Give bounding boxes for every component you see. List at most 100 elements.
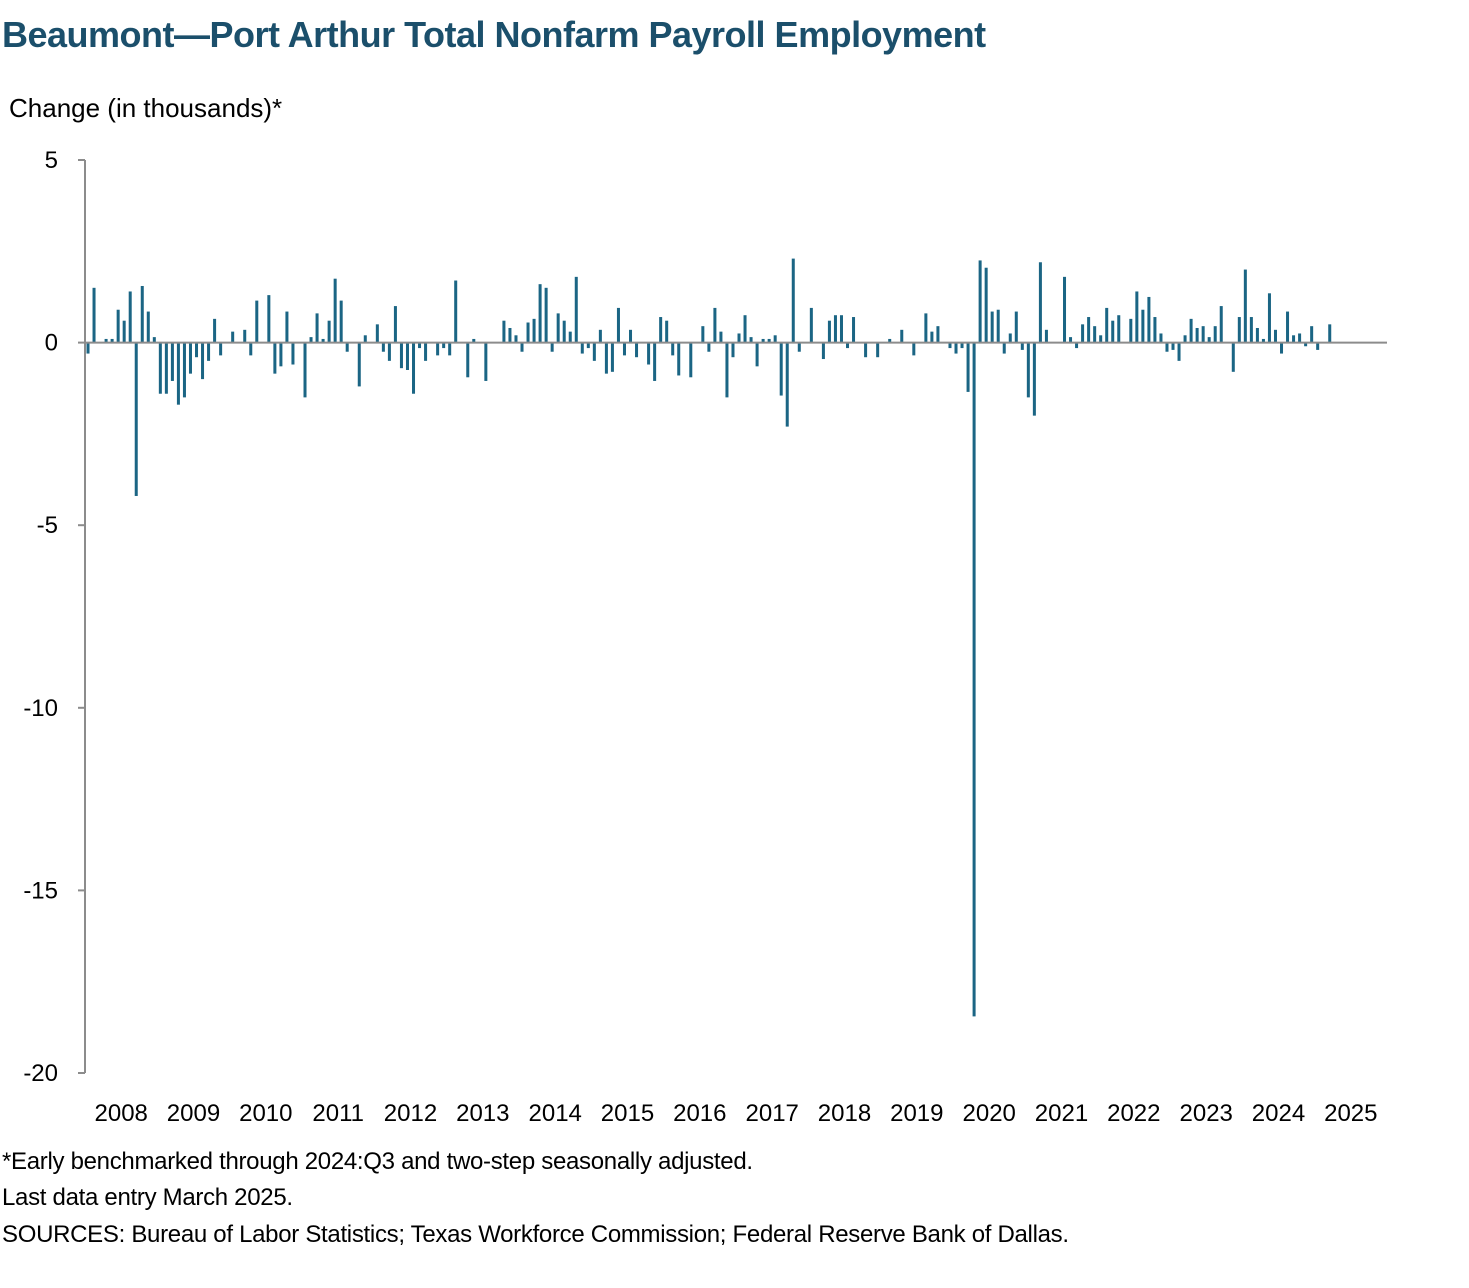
bar [1292,335,1296,343]
bar [743,315,747,343]
y-tick-label: 0 [45,330,58,357]
bar [1099,335,1103,343]
bar [978,260,982,343]
bar [303,342,307,398]
x-tick-label: 2021 [1035,1100,1088,1127]
x-tick-label: 2016 [673,1100,726,1127]
bar [707,342,711,352]
bar [466,342,470,378]
bar [833,315,837,343]
bar [1304,342,1308,347]
bar [484,342,488,381]
bar [532,318,536,343]
bar [309,337,313,343]
bar [188,342,192,374]
bar [1171,342,1175,350]
x-tick-label: 2025 [1324,1100,1377,1127]
x-tick-label: 2018 [818,1100,871,1127]
bar [514,335,518,343]
bar [1026,342,1030,398]
x-ticks-group: 2008 2009 2010 2011 2012 2013 2014 2015 2016 2017… [95,1100,1378,1127]
x-tick-label: 2017 [746,1100,799,1127]
bar [1135,291,1139,343]
bar [797,342,801,352]
bar [610,342,614,372]
bar [508,327,512,343]
bar [984,267,988,343]
bar [267,295,271,343]
bar [412,342,416,394]
bar [375,324,379,343]
bar [580,342,584,354]
bar [327,320,331,343]
x-tick-label: 2013 [456,1100,509,1127]
bar [749,337,753,343]
axes-group [84,160,1387,1073]
bar [357,342,361,387]
bar [345,342,349,352]
footnote-sources: SOURCES: Bureau of Labor Statistics; Tex… [2,1221,1069,1248]
y-tick-label: -20 [23,1060,58,1087]
bar [146,311,150,343]
bar [170,342,174,381]
bar [442,342,446,349]
bar [629,329,633,343]
bar [827,320,831,343]
bar [689,342,693,378]
bar [1117,315,1121,343]
bar [152,337,156,343]
bar [1231,342,1235,372]
bar [1075,342,1079,349]
bar [948,342,952,349]
bar [954,342,958,354]
bar [1195,327,1199,343]
bar [526,322,530,343]
bar [924,313,928,343]
bar [164,342,168,394]
bar [381,342,385,352]
bar [622,342,626,356]
bar [671,342,675,356]
y-axis-label: Change (in thousands)* [9,93,283,123]
bar [725,342,729,398]
bar [315,313,319,343]
bar [1165,342,1169,352]
bar [1147,296,1151,343]
bar [604,342,608,374]
x-tick-label: 2023 [1180,1100,1233,1127]
bar [635,342,639,358]
bar [454,280,458,343]
bar [86,342,90,354]
bar [418,342,422,349]
bar [1087,317,1091,343]
bar [1328,324,1332,343]
bars-group [86,258,1332,1017]
bar [195,342,199,358]
bar [273,342,277,374]
bar [1255,327,1259,343]
bar [502,320,506,343]
bar [399,342,403,369]
x-tick-label: 2020 [963,1100,1016,1127]
bar [677,342,681,376]
bar [930,331,934,343]
bar [966,342,970,392]
bar [1069,337,1073,343]
chart-title: Beaumont—Port Arthur Total Nonfarm Payro… [2,14,986,55]
bar [821,342,825,360]
x-tick-label: 2024 [1252,1100,1305,1127]
bar [936,326,940,343]
bar [1273,329,1277,343]
bar [1286,311,1290,343]
bar [960,342,964,349]
bar [1105,307,1109,343]
bar [1280,342,1284,354]
bar [737,333,741,343]
y-tick-label: -10 [23,695,58,722]
bar [1141,309,1145,343]
bar [1014,311,1018,343]
bar [363,335,367,343]
bar [1081,324,1085,343]
footnote-last-entry: Last data entry March 2025. [2,1184,293,1211]
bar [864,342,868,358]
